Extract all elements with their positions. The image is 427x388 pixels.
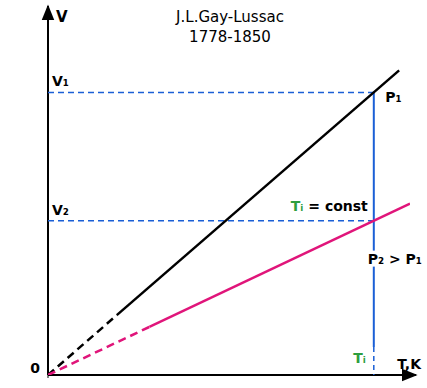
series-line [117,70,399,315]
label-patch [367,251,423,267]
series-line [48,315,117,375]
series-label: P₂ > P₁ [368,251,422,267]
chart: J.L.Gay-Lussac 1778-1850 V T,K V₁ V₂ 0 Tᵢ P₁ P₂ >… [0,0,427,388]
x-axis-title: T,K [397,356,422,372]
y-guide [48,92,374,94]
y-tick-label: V₂ [52,202,69,218]
y-axis [47,6,49,375]
x-tick-label: Tᵢ [353,350,366,366]
series-line [48,327,149,375]
title: J.L.Gay-Lussac [175,8,284,26]
series-label: P₁ [385,89,401,105]
annotation: Tᵢ = const [291,198,368,214]
x-tick [373,347,375,375]
x-axis [48,374,416,376]
x-tick-label: 0 [30,360,40,376]
y-tick-label: V₁ [52,73,69,89]
x-tick [48,375,49,378]
y-guide [48,220,374,222]
y-axis-title: V [56,8,68,26]
series-group [48,70,410,375]
subtitle: 1778-1850 [189,28,271,46]
